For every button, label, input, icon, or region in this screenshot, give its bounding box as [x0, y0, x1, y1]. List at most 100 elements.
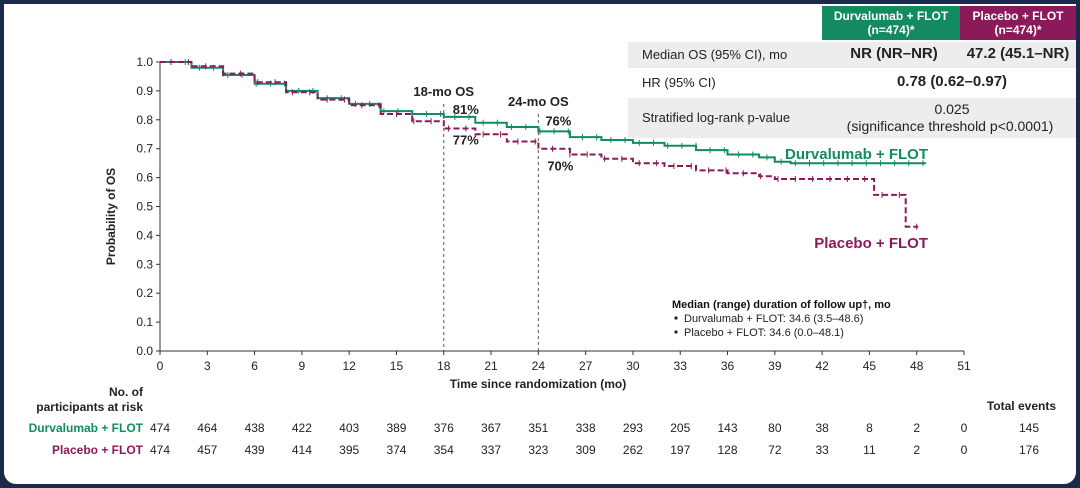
- header-durvalumab-name: Durvalumab + FLOT: [833, 9, 949, 23]
- risk-cell: 414: [292, 443, 312, 457]
- risk-cell: 374: [386, 443, 406, 457]
- risk-cell: 439: [245, 443, 265, 457]
- risk-cell: 197: [670, 443, 690, 457]
- risk-cell: 205: [670, 421, 690, 435]
- risk-cell: 474: [150, 421, 170, 435]
- median-os-placebo: 47.2 (45.1–NR): [966, 45, 1070, 62]
- x-tick-label: 15: [390, 359, 404, 373]
- pvalue-value: 0.025: [934, 101, 970, 117]
- risk-cell: 403: [339, 421, 359, 435]
- risk-cell: 464: [197, 421, 217, 435]
- y-tick-label: 0.6: [136, 171, 153, 185]
- durvalumab-curve: [160, 61, 927, 165]
- risk-cell: 2: [913, 443, 920, 457]
- followup-title: Median (range) duration of follow up†, m…: [672, 299, 891, 311]
- x-tick-label: 9: [299, 359, 306, 373]
- slide-frame: 0 3 6 9 12 15 18 21 24 27 30 33 36 39 42 45 48 51 0.0 0.1 0.…: [4, 0, 1076, 484]
- risk-cell: 0: [961, 443, 968, 457]
- x-tick-label: 30: [626, 359, 640, 373]
- risk-row-label: Durvalumab + FLOT: [29, 421, 144, 435]
- risk-cell: 2: [913, 421, 920, 435]
- risk-cell: 323: [528, 443, 548, 457]
- risk-header-line2: participants at risk: [36, 400, 143, 414]
- header-placebo-name: Placebo + FLOT: [972, 9, 1064, 23]
- risk-cell: 354: [434, 443, 454, 457]
- y-tick-label: 0.7: [136, 142, 153, 156]
- median-os-durva: NR (NR–NR): [850, 45, 938, 62]
- placebo-curve: [160, 61, 919, 228]
- x-tick-label: 18: [437, 359, 451, 373]
- risk-cell: 351: [528, 421, 548, 435]
- total-events-label: Total events: [987, 399, 1056, 413]
- x-tick-label: 12: [342, 359, 356, 373]
- top-band: [4, 0, 1076, 4]
- risk-cell: 376: [434, 421, 454, 435]
- risk-cell: 367: [481, 421, 501, 435]
- risk-cell: 337: [481, 443, 501, 457]
- risk-cell: 80: [768, 421, 782, 435]
- annotation-label: 81%: [453, 102, 479, 117]
- annotation-label: 70%: [547, 159, 573, 174]
- annotation-label: 77%: [453, 132, 479, 147]
- row-pvalue: Stratified log-rank p-value 0.025 (signi…: [628, 98, 1076, 138]
- annotation-label: 18-mo OS: [413, 84, 474, 99]
- x-tick-label: 36: [721, 359, 735, 373]
- pvalue-label: Stratified log-rank p-value: [642, 110, 791, 125]
- y-tick-label: 0.8: [136, 113, 153, 127]
- annotation-label: 76%: [545, 113, 571, 128]
- risk-cell: 72: [768, 443, 782, 457]
- x-tick-label: 48: [910, 359, 924, 373]
- x-axis-title: Time since randomization (mo): [450, 377, 626, 391]
- risk-cell: 293: [623, 421, 643, 435]
- risk-cell: 8: [866, 421, 873, 435]
- hr-value: 0.78 (0.62–0.97): [896, 73, 1008, 90]
- x-tick-label: 0: [157, 359, 164, 373]
- x-tick-label: 39: [768, 359, 782, 373]
- x-tick-label: 51: [957, 359, 971, 373]
- followup-item: Durvalumab + FLOT: 34.6 (3.5–48.6): [684, 313, 863, 325]
- risk-cell: 457: [197, 443, 217, 457]
- total-events-value: 145: [1019, 421, 1039, 435]
- x-tick-label: 27: [579, 359, 593, 373]
- total-events-value: 176: [1019, 443, 1039, 457]
- y-tick-label: 1.0: [136, 55, 153, 69]
- y-tick-label: 0.0: [136, 344, 153, 358]
- risk-cell: 128: [718, 443, 738, 457]
- annotation-label: 24-mo OS: [508, 94, 569, 109]
- risk-cell: 38: [815, 421, 829, 435]
- risk-row-label: Placebo + FLOT: [52, 443, 144, 457]
- risk-cell: 143: [718, 421, 738, 435]
- x-tick-label: 33: [674, 359, 688, 373]
- x-tick-label: 42: [815, 359, 829, 373]
- risk-cell: 262: [623, 443, 643, 457]
- header-durvalumab: Durvalumab + FLOT (n=474)*: [822, 6, 960, 40]
- risk-cell: 0: [961, 421, 968, 435]
- followup-item: Placebo + FLOT: 34.6 (0.0–48.1): [684, 327, 844, 339]
- y-tick-label: 0.1: [136, 315, 153, 329]
- y-tick-label: 0.2: [136, 286, 153, 300]
- risk-cell: 11: [863, 443, 876, 457]
- risk-cell: 422: [292, 421, 312, 435]
- y-tick-label: 0.9: [136, 84, 153, 98]
- x-tick-label: 24: [532, 359, 546, 373]
- header-placebo-n: (n=474)*: [994, 23, 1042, 37]
- risk-header-line1: No. of: [109, 385, 144, 399]
- legend-label: Placebo + FLOT: [814, 235, 928, 252]
- x-tick-label: 6: [251, 359, 258, 373]
- risk-cell: 395: [339, 443, 359, 457]
- row-median-os: Median OS (95% CI), mo NR (NR–NR) 47.2 (…: [628, 42, 1076, 68]
- risk-cell: 309: [576, 443, 596, 457]
- y-axis-title: Probability of OS: [104, 168, 118, 265]
- row-hr: HR (95% CI) 0.78 (0.62–0.97): [628, 70, 1076, 96]
- km-chart: 0 3 6 9 12 15 18 21 24 27 30 33 36 39 42 45 48 510.00.10.…: [29, 55, 1057, 457]
- pvalue-threshold: (significance threshold p<0.0001): [846, 118, 1054, 134]
- risk-cell: 389: [386, 421, 406, 435]
- bullet-icon: [674, 330, 678, 334]
- y-tick-label: 0.4: [136, 228, 153, 242]
- header-durvalumab-n: (n=474)*: [867, 23, 915, 37]
- y-tick-label: 0.3: [136, 257, 153, 271]
- bullet-icon: [674, 316, 678, 320]
- risk-cell: 33: [815, 443, 829, 457]
- x-tick-label: 21: [484, 359, 498, 373]
- hr-label: HR (95% CI): [642, 75, 716, 90]
